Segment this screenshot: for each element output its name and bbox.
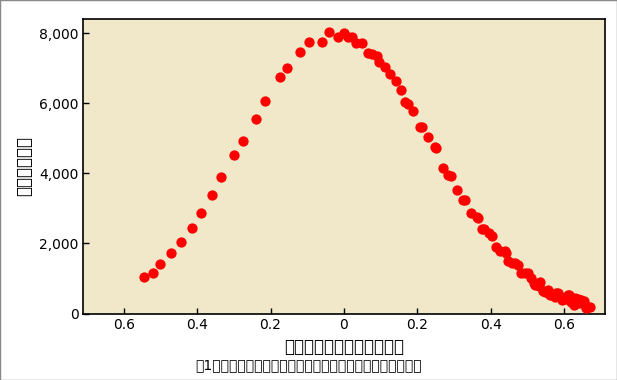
Point	[569, 302, 579, 308]
Point	[207, 192, 217, 198]
Point	[216, 174, 226, 180]
Point	[560, 296, 569, 302]
Point	[334, 34, 344, 40]
Point	[431, 146, 441, 152]
Point	[260, 98, 270, 104]
Point	[516, 270, 526, 276]
Point	[540, 289, 550, 295]
Point	[404, 101, 413, 107]
Point	[479, 226, 489, 232]
Point	[550, 294, 560, 300]
Point	[531, 282, 540, 288]
Point	[342, 34, 352, 40]
Point	[275, 74, 284, 80]
Point	[304, 40, 314, 46]
Point	[579, 298, 589, 304]
Point	[452, 187, 462, 193]
Point	[408, 108, 418, 114]
Point	[139, 274, 149, 280]
Point	[495, 249, 505, 255]
Point	[415, 124, 425, 130]
Point	[576, 298, 586, 304]
Point	[372, 53, 382, 59]
Point	[510, 260, 520, 266]
Point	[576, 297, 586, 303]
Point	[569, 295, 579, 301]
Point	[439, 165, 449, 171]
Point	[458, 197, 468, 203]
Point	[539, 288, 549, 294]
Point	[579, 300, 589, 306]
Point	[374, 59, 384, 65]
Point	[556, 293, 566, 299]
Point	[295, 49, 305, 55]
Point	[558, 296, 568, 302]
Point	[466, 210, 476, 216]
Point	[460, 197, 470, 203]
Point	[491, 244, 501, 250]
Point	[548, 292, 558, 298]
Point	[347, 33, 357, 40]
Point	[325, 29, 334, 35]
Point	[423, 134, 433, 140]
Point	[397, 87, 407, 93]
Point	[367, 51, 377, 57]
Point	[523, 270, 532, 276]
Point	[534, 283, 544, 289]
Point	[566, 299, 576, 305]
Point	[251, 116, 261, 122]
Point	[507, 260, 517, 266]
Point	[574, 300, 584, 306]
Point	[553, 290, 563, 296]
Point	[543, 287, 553, 293]
Y-axis label: 温度（万度）: 温度（万度）	[15, 136, 33, 196]
Point	[526, 275, 536, 281]
Point	[513, 262, 523, 268]
Point	[484, 230, 494, 236]
Point	[582, 304, 592, 310]
Point	[502, 250, 511, 256]
Point	[444, 173, 453, 179]
Point	[339, 30, 349, 36]
Point	[386, 71, 395, 77]
Point	[418, 124, 428, 130]
Point	[585, 304, 595, 310]
Point	[148, 270, 158, 276]
Point	[282, 65, 292, 71]
Point	[472, 214, 482, 220]
Point	[357, 40, 367, 46]
Point	[176, 239, 186, 245]
Point	[155, 261, 165, 267]
Point	[487, 233, 497, 239]
Point	[187, 225, 197, 231]
Point	[167, 250, 176, 256]
Text: 図1　最高イオン温度を記録したプラズマのイオン温度分布: 図1 最高イオン温度を記録したプラズマのイオン温度分布	[195, 358, 422, 372]
Point	[503, 258, 513, 264]
Point	[520, 269, 530, 275]
Point	[445, 173, 455, 179]
Point	[563, 292, 573, 298]
Point	[529, 280, 539, 286]
Point	[363, 50, 373, 56]
Point	[545, 291, 555, 298]
Point	[391, 78, 401, 84]
Point	[317, 39, 327, 45]
Point	[196, 210, 205, 216]
Point	[551, 290, 561, 296]
Point	[400, 98, 410, 104]
Point	[238, 138, 248, 144]
Point	[500, 248, 510, 254]
Point	[581, 305, 590, 311]
Point	[564, 292, 574, 298]
Point	[535, 279, 545, 285]
X-axis label: プラズマ半径（メートル）: プラズマ半径（メートル）	[284, 338, 404, 356]
Point	[474, 215, 484, 221]
Point	[430, 144, 440, 150]
Point	[351, 40, 361, 46]
Point	[229, 152, 239, 158]
Point	[380, 64, 390, 70]
Point	[476, 226, 486, 233]
Point	[573, 296, 583, 302]
Point	[562, 294, 572, 301]
